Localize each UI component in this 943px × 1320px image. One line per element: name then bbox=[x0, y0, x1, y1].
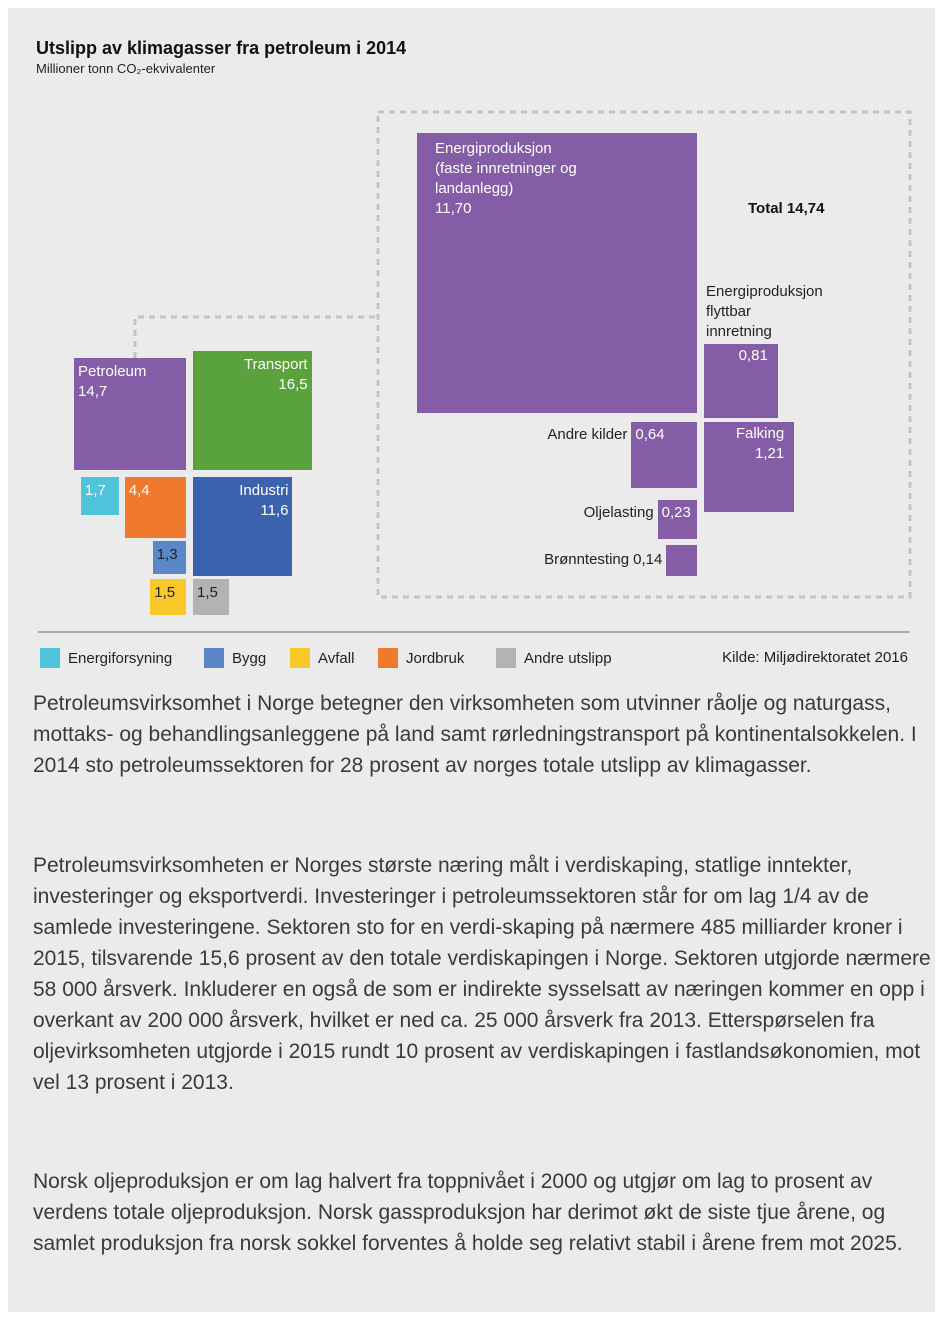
legend-item: Avfall bbox=[290, 648, 354, 668]
category-label: Industri bbox=[239, 482, 289, 499]
category-label: Transport bbox=[243, 356, 308, 374]
square: 4,4 bbox=[124, 477, 186, 539]
chart-title: Utslipp av klimagasser fra petroleum i 2… bbox=[36, 38, 407, 58]
square-label: Industri 11,6 bbox=[197, 481, 288, 521]
total-label: Total 14,74 bbox=[748, 200, 825, 217]
legend-item: Andre utslipp bbox=[496, 648, 612, 668]
value-label: 14,7 bbox=[78, 383, 108, 401]
category-label: Petroleum bbox=[78, 363, 147, 381]
square-label: Brønntesting 0,14 bbox=[544, 550, 662, 570]
value-label: 1,21 bbox=[754, 445, 785, 462]
square: Energiproduksjon (faste innretninger og … bbox=[417, 133, 698, 414]
legend-item: Jordbruk bbox=[378, 648, 464, 668]
value-label: 11,6 bbox=[260, 502, 289, 519]
category-label: Oljelasting bbox=[583, 504, 654, 521]
value-label: 4,4 bbox=[128, 482, 150, 499]
legend-swatch bbox=[290, 648, 310, 668]
square: Falking 1,21 bbox=[704, 422, 795, 513]
square: 1,3 bbox=[152, 541, 186, 575]
paragraph: Petroleumsvirksomhet i Norge betegner de… bbox=[33, 692, 917, 777]
legend-label: Jordbruk bbox=[406, 649, 465, 667]
page: Utslipp av klimagasser fra petroleum i 2… bbox=[8, 8, 935, 1312]
paragraph: Norsk oljeproduksjon er om lag halvert f… bbox=[33, 1170, 903, 1255]
category-label: Energiproduksjon (faste innretninger og … bbox=[435, 140, 577, 197]
legend-label: Bygg bbox=[232, 649, 267, 667]
square: 0,23 bbox=[657, 500, 697, 540]
square-label: Falking 1,21 bbox=[736, 424, 784, 464]
value-label: 1,3 bbox=[156, 546, 178, 563]
value-label: 1,5 bbox=[154, 584, 176, 601]
square: Petroleum 14,7 bbox=[74, 358, 186, 470]
category-label: Brønntesting bbox=[544, 551, 630, 569]
legend-label: Avfall bbox=[318, 649, 355, 667]
square bbox=[666, 545, 697, 576]
paragraph: Petroleumsvirksomheten er Norges største… bbox=[33, 854, 931, 1094]
detail-frame bbox=[376, 110, 912, 599]
square-label: 1,5 bbox=[154, 583, 182, 603]
value-label: 1,7 bbox=[84, 482, 106, 499]
square: 1,5 bbox=[150, 579, 186, 615]
legend-label: Energiforsyning bbox=[68, 649, 173, 667]
connectors bbox=[38, 110, 912, 633]
value-label: 0,64 bbox=[635, 426, 665, 443]
square-label: Petroleum 14,7 bbox=[78, 362, 182, 402]
square: 1,7 bbox=[80, 477, 119, 516]
category-label: Falking bbox=[735, 425, 785, 442]
source: Kilde: Miljødirektoratet 2016 bbox=[722, 649, 908, 666]
connector bbox=[133, 315, 378, 358]
category-label: Andre kilder bbox=[547, 426, 628, 443]
value-label: 0,23 bbox=[661, 504, 691, 521]
value-label: 16,5 bbox=[278, 376, 308, 394]
square: Industri 11,6 bbox=[193, 477, 293, 577]
value-label: 0,14 bbox=[633, 551, 663, 569]
legend-swatch bbox=[378, 648, 398, 668]
square-label: 1,5 bbox=[197, 583, 225, 603]
legend-swatch bbox=[496, 648, 516, 668]
legend-item: Energiforsyning bbox=[40, 648, 172, 668]
square-label: 4,4 bbox=[129, 481, 182, 501]
value-label: 11,70 bbox=[435, 200, 472, 217]
square-label: Energiproduksjon (faste innretninger og … bbox=[435, 139, 577, 219]
square-label: 1,3 bbox=[157, 545, 182, 565]
square: 0,81 bbox=[704, 344, 778, 418]
legend-label: Andre utslipp bbox=[524, 649, 612, 667]
chart-subtitle: Millioner tonn CO₂-ekvivalenter bbox=[36, 61, 216, 76]
value-label: 0,81 bbox=[738, 347, 768, 364]
square-label: 1,7 bbox=[85, 481, 115, 501]
square: 1,5 bbox=[193, 579, 229, 615]
square: Transport 16,5 bbox=[193, 351, 312, 470]
category-label: Energiproduksjon flyttbar innretning bbox=[706, 283, 823, 340]
legend-item: Bygg bbox=[204, 648, 266, 668]
square: 0,64 bbox=[631, 422, 697, 488]
value-label: 1,5 bbox=[197, 584, 218, 601]
square-label: Transport 16,5 bbox=[197, 355, 308, 395]
legend-swatch bbox=[204, 648, 224, 668]
legend-swatch bbox=[40, 648, 60, 668]
